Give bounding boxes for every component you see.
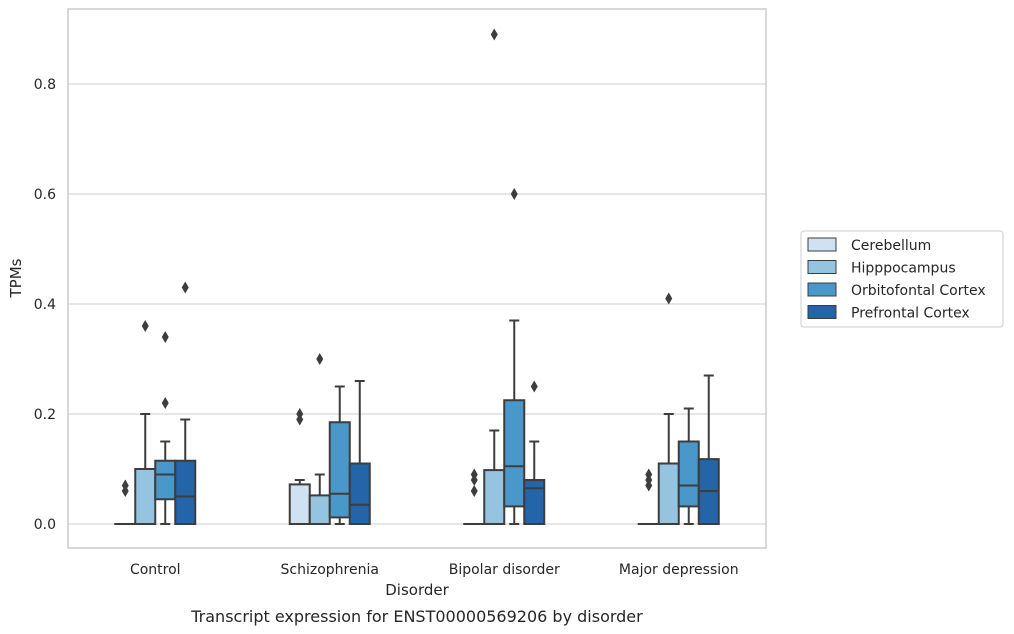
outlier-point (530, 380, 538, 393)
x-tick-label: Schizophrenia (281, 562, 379, 578)
iqr-box (348, 462, 371, 525)
legend-label: Orbitofontal Cortex (851, 283, 986, 299)
iqr-box (503, 399, 526, 508)
legend-swatch (807, 260, 837, 274)
legend: Cerebellum Hipppocampus Orbitofontal Corte… (800, 230, 1004, 328)
box-prefrontal-cortex (174, 281, 197, 525)
legend-label: Cerebellum (851, 238, 931, 254)
x-tick-labels: Control Schizophrenia Bipolar disorder Majo… (130, 562, 739, 578)
box-orbitofontal-cortex (503, 188, 526, 525)
box-cerebellum (288, 408, 311, 525)
iqr-box (483, 469, 506, 526)
iqr-box (288, 483, 311, 525)
grid-lines (68, 83, 766, 525)
box-hipppocampus (483, 28, 506, 526)
box-cerebellum (114, 479, 137, 526)
outlier-point (470, 468, 478, 481)
box-orbitofontal-cortex (328, 385, 351, 525)
iqr-box (134, 468, 157, 525)
box-prefrontal-cortex (523, 380, 546, 525)
legend-swatch (807, 237, 837, 252)
y-tick-label: 0.2 (34, 407, 56, 423)
box-orbitofontal-cortex (154, 331, 177, 525)
iqr-box (174, 459, 197, 525)
x-tick-label: Major depression (619, 562, 739, 578)
outlier-point (161, 331, 169, 343)
box-orbitofontal-cortex (677, 407, 700, 525)
iqr-box (657, 462, 680, 525)
y-tick-label: 0.0 (34, 517, 56, 533)
boxes (114, 28, 720, 526)
iqr-box (308, 494, 331, 525)
iqr-box (523, 479, 546, 525)
outlier-point (296, 408, 304, 420)
x-tick-label: Control (130, 562, 181, 578)
box-hipppocampus (657, 292, 680, 525)
box-prefrontal-cortex (348, 380, 371, 525)
outlier-point (470, 485, 478, 497)
box-cerebellum (637, 468, 660, 526)
legend-label: Hipppocampus (851, 261, 956, 277)
legend-label: Prefrontal Cortex (851, 306, 970, 322)
y-tick-label: 0.4 (34, 297, 56, 313)
box-cerebellum (463, 468, 486, 526)
chart-caption: Transcript expression for ENST0000056920… (190, 607, 643, 626)
y-axis-label: TPMs (7, 258, 25, 298)
outlier-point (645, 468, 653, 481)
legend-frame (800, 230, 1004, 328)
outlier-point (181, 281, 189, 294)
x-tick-label: Bipolar disorder (449, 562, 560, 578)
y-tick-label: 0.8 (34, 77, 56, 93)
box-prefrontal-cortex (697, 374, 720, 526)
box-hipppocampus (308, 353, 331, 525)
outlier-point (490, 28, 498, 41)
legend-swatch (807, 282, 837, 297)
x-axis-label: Disorder (385, 581, 449, 599)
iqr-box (154, 459, 177, 501)
outlier-point (141, 320, 149, 332)
y-tick-labels: 0.0 0.2 0.4 0.6 0.8 (34, 77, 56, 533)
iqr-box (677, 440, 700, 508)
legend-swatch (807, 305, 837, 319)
outlier-point (161, 397, 169, 409)
outlier-point (510, 188, 518, 200)
outlier-point (665, 292, 673, 305)
y-tick-label: 0.6 (34, 187, 56, 203)
outlier-point (121, 479, 129, 492)
plot-frame (67, 8, 767, 549)
iqr-box (328, 421, 351, 519)
box-hipppocampus (134, 320, 157, 525)
outlier-point (316, 353, 324, 365)
